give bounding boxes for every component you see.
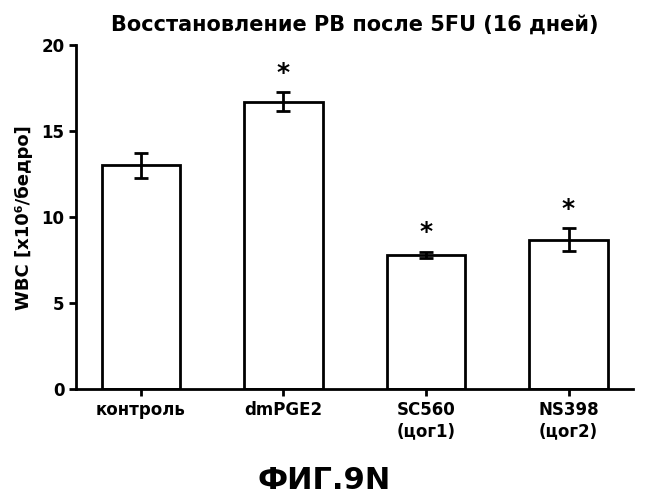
Text: *: * [419, 220, 432, 244]
Title: Восстановление РВ после 5FU (16 дней): Восстановление РВ после 5FU (16 дней) [111, 15, 599, 35]
Bar [387, 255, 465, 390]
Text: *: * [277, 60, 290, 84]
Bar [244, 102, 323, 390]
Bar [529, 240, 608, 390]
Text: ФИГ.9N: ФИГ.9N [257, 466, 391, 495]
Y-axis label: WBC [x10⁶/бедро]: WBC [x10⁶/бедро] [15, 125, 33, 310]
Bar [102, 166, 180, 390]
Text: *: * [562, 196, 575, 220]
